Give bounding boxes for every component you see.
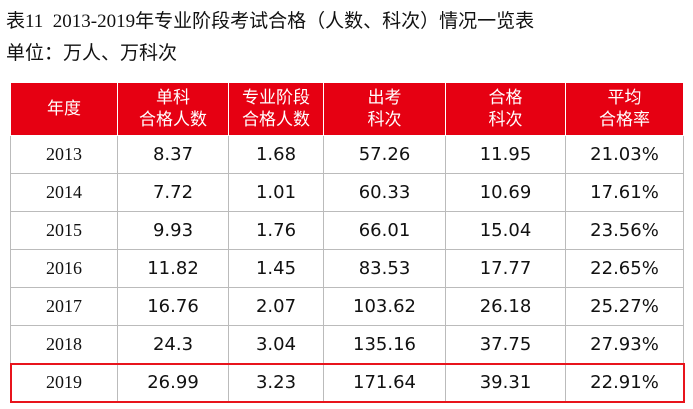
column-header: 平均 合格率: [565, 82, 684, 136]
value-cell: 15.04: [445, 211, 566, 250]
table-row: 2016 11.82 1.45 83.53 17.77 22.65%: [10, 249, 684, 288]
value-cell: 1.01: [228, 173, 324, 212]
value-cell: 1.68: [228, 135, 324, 174]
value-cell: 25.27%: [565, 287, 684, 326]
value-cell: 23.56%: [565, 211, 684, 250]
header-line: 出考: [367, 88, 402, 107]
value-cell: 11.82: [117, 249, 229, 288]
header-line: 年度: [47, 99, 81, 118]
header-line: 科次: [367, 110, 402, 129]
value-cell: 16.76: [117, 287, 229, 326]
title: 表11 2013-2019年专业阶段考试合格（人数、科次）情况一览表: [6, 11, 535, 32]
column-header: 出考 科次: [323, 82, 446, 136]
value-cell: 8.37: [117, 135, 229, 174]
table-row: 2019 26.99 3.23 171.64 39.31 22.91%: [10, 363, 684, 402]
year-cell: 2014: [10, 173, 118, 212]
column-header: 专业阶段 合格人数: [228, 82, 324, 136]
value-cell: 83.53: [323, 249, 446, 288]
value-cell: 22.65%: [565, 249, 684, 288]
value-cell: 1.76: [228, 211, 324, 250]
highlight-box: [10, 363, 685, 403]
year-cell: 2019: [10, 363, 118, 402]
table: 年度 单科 合格人数 专业阶段 合格人数 出考 科次 合格 科次 平均 合格率 2013 8.37 1.…: [10, 82, 684, 402]
value-cell: 1.45: [228, 249, 324, 288]
header-line: 合格率: [599, 110, 650, 129]
table-row: 2013 8.37 1.68 57.26 11.95 21.03%: [10, 135, 684, 174]
header-row: 年度 单科 合格人数 专业阶段 合格人数 出考 科次 合格 科次 平均 合格率: [10, 82, 684, 136]
value-cell: 26.18: [445, 287, 566, 326]
value-cell: 9.93: [117, 211, 229, 250]
value-cell: 17.77: [445, 249, 566, 288]
value-cell: 60.33: [323, 173, 446, 212]
value-cell: 24.3: [117, 325, 229, 364]
value-cell: 37.75: [445, 325, 566, 364]
table-row: 2018 24.3 3.04 135.16 37.75 27.93%: [10, 325, 684, 364]
header-line: 合格人数: [242, 110, 310, 129]
value-cell: 17.61%: [565, 173, 684, 212]
value-cell: 135.16: [323, 325, 446, 364]
value-cell: 2.07: [228, 287, 324, 326]
column-header: 单科 合格人数: [117, 82, 229, 136]
value-cell: 66.01: [323, 211, 446, 250]
value-cell: 3.04: [228, 325, 324, 364]
value-cell: 7.72: [117, 173, 229, 212]
year-cell: 2017: [10, 287, 118, 326]
value-cell: 57.26: [323, 135, 446, 174]
unit: 单位：万人、万科次: [6, 43, 178, 64]
header-line: 单科: [156, 88, 190, 107]
table-row: 2014 7.72 1.01 60.33 10.69 17.61%: [10, 173, 684, 212]
year-cell: 2013: [10, 135, 118, 174]
year-cell: 2018: [10, 325, 118, 364]
value-cell: 26.99: [117, 363, 229, 402]
value-cell: 103.62: [323, 287, 446, 326]
year-cell: 2015: [10, 211, 118, 250]
column-header: 合格 科次: [445, 82, 566, 136]
table-row: 2017 16.76 2.07 103.62 26.18 25.27%: [10, 287, 684, 326]
table-row: 2015 9.93 1.76 66.01 15.04 23.56%: [10, 211, 684, 250]
header-line: 平均: [607, 88, 642, 107]
value-cell: 27.93%: [565, 325, 684, 364]
header-line: 合格: [488, 88, 523, 107]
value-cell: 21.03%: [565, 135, 684, 174]
year-cell: 2016: [10, 249, 118, 288]
value-cell: 10.69: [445, 173, 566, 212]
header-line: 合格人数: [139, 110, 207, 129]
header-line: 专业阶段: [242, 88, 310, 107]
column-header: 年度: [10, 82, 118, 136]
header-line: 科次: [488, 110, 523, 129]
value-cell: 11.95: [445, 135, 566, 174]
